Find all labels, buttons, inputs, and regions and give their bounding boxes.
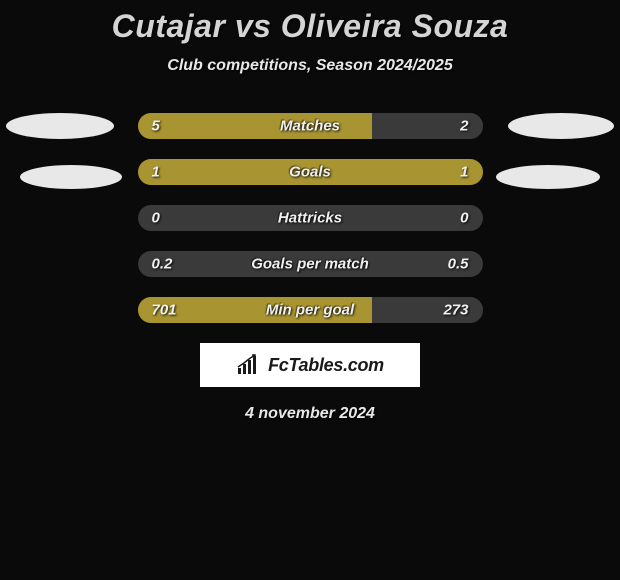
bar-value-left: 1 — [152, 164, 160, 181]
stats-area: 5 Matches 2 1 Goals 1 0 Hattricks 0 0.2 Goals per … — [0, 113, 620, 323]
page-subtitle: Club competitions, Season 2024/2025 — [0, 57, 620, 75]
bar-value-left: 701 — [152, 302, 177, 319]
bar-value-right: 0.5 — [448, 256, 469, 273]
decorative-ellipse — [20, 165, 122, 189]
bar-label: Goals per match — [251, 256, 369, 273]
stat-bar-row: 0 Hattricks 0 — [138, 205, 483, 231]
bar-value-right: 0 — [460, 210, 468, 227]
bar-value-left: 5 — [152, 118, 160, 135]
bar-value-right: 1 — [460, 164, 468, 181]
bar-value-right: 2 — [460, 118, 468, 135]
decorative-ellipse — [508, 113, 614, 139]
stat-bar-row: 0.2 Goals per match 0.5 — [138, 251, 483, 277]
bar-label: Min per goal — [266, 302, 354, 319]
page-title: Cutajar vs Oliveira Souza — [0, 8, 620, 45]
stat-bars: 5 Matches 2 1 Goals 1 0 Hattricks 0 0.2 Goals per … — [138, 113, 483, 323]
date-text: 4 november 2024 — [0, 405, 620, 423]
logo-text: FcTables.com — [268, 355, 384, 376]
logo-box: FcTables.com — [200, 343, 420, 387]
bar-value-left: 0 — [152, 210, 160, 227]
stat-bar-row: 1 Goals 1 — [138, 159, 483, 185]
bar-label: Goals — [289, 164, 331, 181]
decorative-ellipse — [496, 165, 600, 189]
stat-bar-row: 701 Min per goal 273 — [138, 297, 483, 323]
decorative-ellipse — [6, 113, 114, 139]
chart-icon — [236, 354, 262, 376]
stat-bar-row: 5 Matches 2 — [138, 113, 483, 139]
comparison-infographic: Cutajar vs Oliveira Souza Club competiti… — [0, 0, 620, 423]
bar-value-left: 0.2 — [152, 256, 173, 273]
bar-label: Matches — [280, 118, 340, 135]
bar-value-right: 273 — [443, 302, 468, 319]
bar-label: Hattricks — [278, 210, 342, 227]
